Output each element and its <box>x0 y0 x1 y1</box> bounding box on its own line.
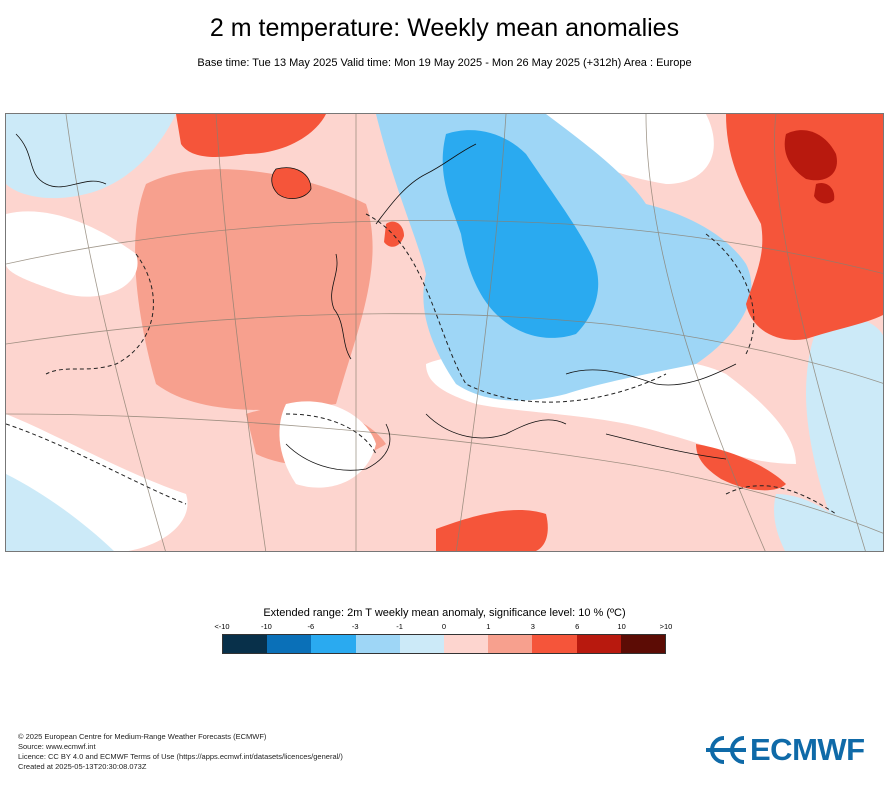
legend-label: 0 <box>441 622 447 631</box>
legend-swatch <box>399 635 445 653</box>
chart-title: 2 m temperature: Weekly mean anomalies <box>209 14 680 42</box>
legend-label: 10 <box>617 622 626 631</box>
coastlines <box>15 133 737 471</box>
region-neutral-west <box>6 211 138 297</box>
legend-color-bar <box>222 634 666 654</box>
region-cool-far-east <box>806 314 883 551</box>
footer-created: Created at 2025-05-13T20:30:08.073Z <box>18 762 147 771</box>
significance-contours <box>6 213 837 515</box>
legend-label: 6 <box>575 622 580 631</box>
legend-label: -3 <box>351 622 359 631</box>
legend-swatch <box>532 635 577 653</box>
legend-label: <-10 <box>214 622 230 631</box>
legend-label: -10 <box>260 622 272 631</box>
footer-licence: Licence: CC BY 4.0 and ECMWF Terms of Us… <box>18 752 343 761</box>
region-neutral-iberia <box>279 401 376 488</box>
legend-label: >10 <box>659 622 673 631</box>
region-eastern-europe <box>442 130 599 338</box>
region-russia-spot <box>814 182 835 204</box>
legend-label: 3 <box>530 622 535 631</box>
legend-label: 1 <box>486 622 491 631</box>
region-norway-warm <box>384 221 404 247</box>
region-arabia-cool <box>774 494 856 551</box>
legend-title: Extended range: 2m T weekly mean anomaly… <box>263 607 626 619</box>
footer-source: Source: www.ecmwf.int <box>18 742 96 751</box>
region-greenland-coast <box>176 114 326 157</box>
legend-swatch <box>267 635 312 653</box>
legend-swatch <box>488 635 533 653</box>
ecmwf-logo-text: ECMWF <box>750 732 865 767</box>
region-iceland <box>271 167 311 199</box>
region-sahara-east <box>436 509 548 551</box>
legend-label: -1 <box>396 622 403 631</box>
ecmwf-logo-icon <box>706 736 746 764</box>
legend-swatch <box>311 635 356 653</box>
legend-label: -6 <box>307 622 315 631</box>
chart-subtitle: Base time: Tue 13 May 2025 Valid time: M… <box>197 57 692 69</box>
ecmwf-logo[interactable]: ECMWF <box>706 732 872 767</box>
footer: © 2025 European Centre for Medium-Range … <box>18 732 343 772</box>
region-cool-northwest <box>6 114 176 199</box>
legend-swatch <box>355 635 400 653</box>
region-central-atlantic <box>135 169 373 410</box>
footer-copyright: © 2025 European Centre for Medium-Range … <box>18 732 267 741</box>
region-western-russia-core <box>784 130 837 181</box>
anomaly-map[interactable] <box>5 113 884 552</box>
region-cool-southwest <box>6 474 114 551</box>
legend-labels: <-10 -10 -6 -3 -1 0 1 3 6 10 >10 <box>214 622 672 634</box>
region-middle-east <box>696 444 786 491</box>
legend-swatch <box>620 635 666 653</box>
legend-swatch <box>444 635 489 653</box>
legend-swatch <box>576 635 621 653</box>
legend-swatch <box>223 635 268 653</box>
region-russia <box>726 114 883 340</box>
graticule <box>6 114 883 551</box>
region-neutral-north <box>526 114 714 184</box>
